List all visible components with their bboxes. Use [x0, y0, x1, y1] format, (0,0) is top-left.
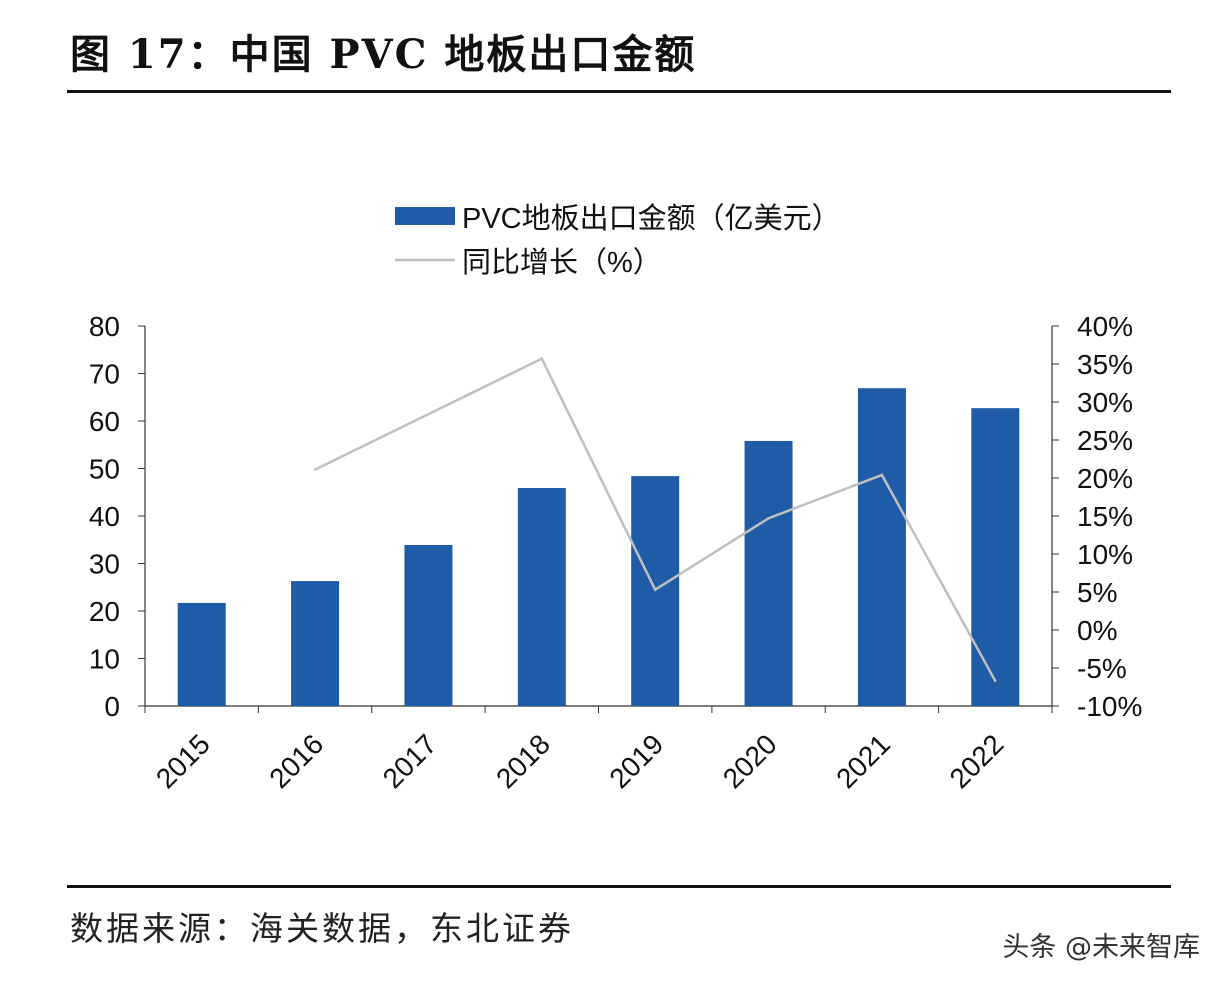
- left-axis-tick-label: 80: [89, 311, 120, 342]
- left-axis-tick-label: 30: [89, 549, 120, 580]
- yoy-point-2016: [313, 468, 317, 471]
- right-axis-tick-label: 15%: [1077, 501, 1133, 532]
- x-axis-tick-label: 2017: [377, 728, 443, 794]
- bar-2021: [857, 388, 906, 706]
- source-note: 数据来源：海关数据，东北证券: [70, 909, 574, 948]
- legend-bar-label: PVC地板出口金额（亿美元）: [462, 202, 841, 235]
- right-axis-tick-label: -5%: [1077, 653, 1127, 684]
- right-axis-tick-label: 35%: [1077, 349, 1133, 380]
- yoy-point-2022: [994, 679, 997, 683]
- right-axis-tick-label: 30%: [1077, 387, 1133, 418]
- right-axis-tick-label: -10%: [1077, 691, 1142, 722]
- bar-2017: [404, 544, 453, 706]
- x-axis-tick-label: 2019: [603, 728, 669, 794]
- yoy-point-2019: [653, 588, 657, 591]
- bar-2020: [744, 440, 793, 706]
- left-axis-tick-label: 0: [104, 691, 120, 722]
- left-axis-tick-label: 10: [89, 644, 120, 675]
- left-axis-tick-label: 70: [89, 359, 120, 390]
- x-axis-tick-label: 2015: [150, 728, 216, 794]
- yoy-point-2021: [880, 473, 884, 477]
- top-rule: [67, 90, 1171, 93]
- x-axis-tick-label: 2020: [717, 728, 783, 794]
- left-axis-tick-label: 20: [89, 596, 120, 627]
- yoy-point-2018: [540, 357, 544, 360]
- legend-bar-swatch: [395, 207, 455, 225]
- bar-2018: [517, 487, 566, 706]
- yoy-growth-line: [314, 357, 997, 682]
- right-axis-tick-label: 20%: [1077, 463, 1133, 494]
- x-axis-tick-label: 2016: [263, 728, 329, 794]
- right-axis-tick-label: 10%: [1077, 539, 1133, 570]
- right-axis-tick-label: 5%: [1077, 577, 1117, 608]
- left-axis-tick-label: 50: [89, 454, 120, 485]
- left-axis-tick-label: 40: [89, 501, 120, 532]
- right-axis-tick-label: 0%: [1077, 615, 1117, 646]
- bar-2016: [291, 581, 340, 706]
- x-axis-tick-label: 2021: [830, 728, 896, 794]
- x-axis-tick-label: 2018: [490, 728, 556, 794]
- right-axis-tick-label: 25%: [1077, 425, 1133, 456]
- right-axis-tick-label: 40%: [1077, 311, 1133, 342]
- figure-title: 图 17：中国 PVC 地板出口金额: [70, 31, 697, 78]
- bar-2015: [177, 602, 226, 706]
- bar-2022: [971, 408, 1020, 706]
- x-axis-tick-label: 2022: [944, 728, 1010, 794]
- watermark: 头条 @未来智库: [1002, 932, 1200, 963]
- left-axis-tick-label: 60: [89, 406, 120, 437]
- legend-line-label: 同比增长（%）: [462, 246, 662, 279]
- yoy-point-2020: [767, 517, 770, 520]
- bottom-rule: [67, 885, 1171, 888]
